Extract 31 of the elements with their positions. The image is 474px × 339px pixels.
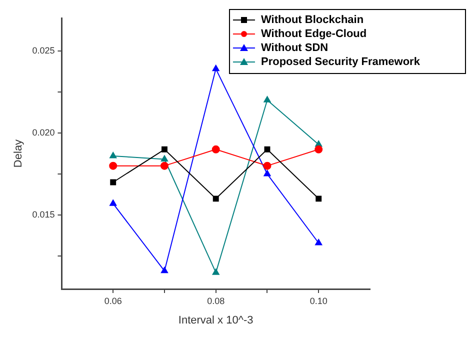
point: [109, 162, 118, 170]
point: [160, 155, 168, 162]
y-axis-title: Delay: [12, 138, 25, 168]
x-tick-label: 0.06: [104, 296, 122, 306]
point: [212, 145, 220, 154]
x-tick-label: 0.08: [207, 296, 225, 306]
point: [212, 268, 220, 275]
point: [110, 179, 116, 186]
point: [314, 145, 323, 154]
x-tick-label: 0.10: [310, 296, 328, 306]
point: [264, 170, 271, 176]
y-tick-label: 0.015: [32, 210, 55, 220]
point: [160, 162, 168, 170]
point: [160, 266, 168, 274]
legend-label: Without SDN: [261, 42, 328, 54]
legend-label: Proposed Security Framework: [261, 56, 421, 68]
point: [110, 200, 117, 206]
point: [162, 146, 168, 152]
point: [263, 162, 272, 170]
point: [110, 152, 117, 158]
x-axis-title: Interval x 10^-3: [178, 314, 254, 326]
y-tick-label: 0.020: [32, 127, 55, 138]
legend-label: Without Edge-Cloud: [261, 28, 367, 40]
point: [264, 96, 271, 102]
point: [264, 146, 270, 152]
point: [212, 196, 219, 202]
point: [315, 239, 322, 246]
point: [212, 64, 220, 72]
y-tick-label: 0.025: [32, 45, 55, 56]
point: [316, 196, 322, 202]
legend-label: Without Blockchain: [261, 14, 364, 26]
